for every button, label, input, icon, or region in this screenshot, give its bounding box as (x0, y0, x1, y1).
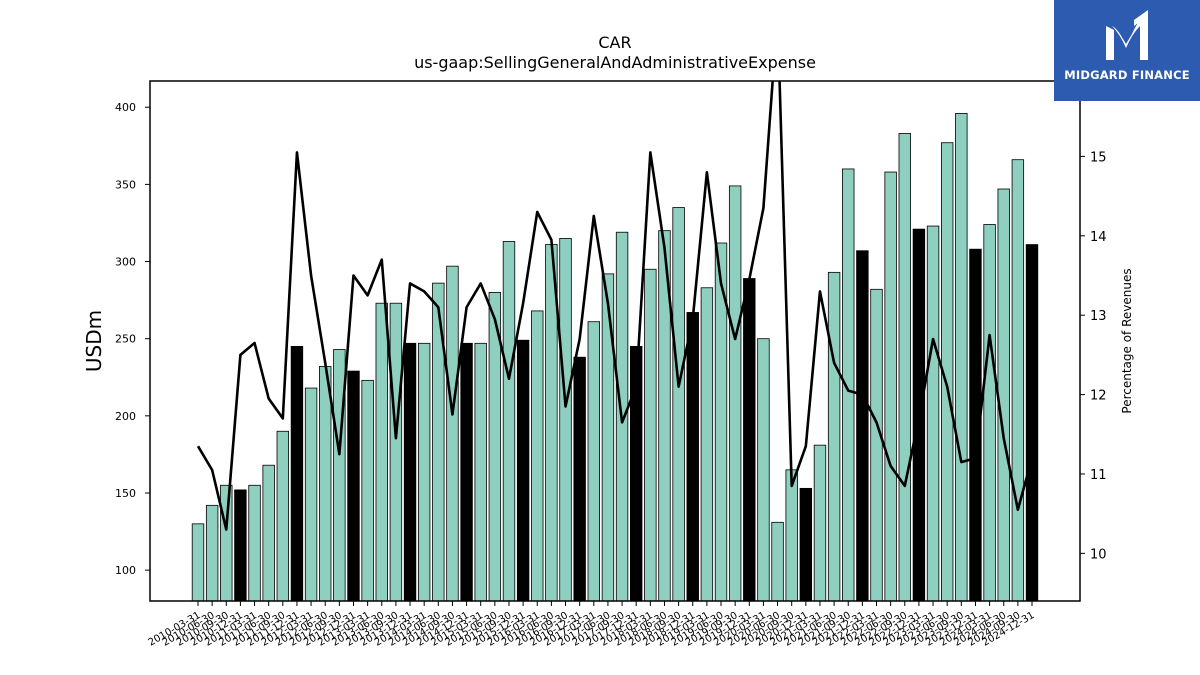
chart-subtitle: us-gaap:SellingGeneralAndAdministrativeE… (414, 53, 816, 72)
bar (460, 342, 473, 602)
bar (884, 171, 897, 602)
x-axis: 2010-03-312010-06-302010-09-302010-12-31… (147, 601, 1037, 649)
bar (743, 278, 756, 602)
bar (573, 356, 586, 602)
bar (587, 321, 600, 602)
bar (361, 379, 374, 602)
y-axis-label: USDm (82, 310, 106, 372)
y2-tick-label: 11 (1090, 468, 1107, 483)
y2-axis: 10 11 12 13 14 15 (1080, 150, 1107, 562)
y-axis: 100 150 200 250 300 350 400 (115, 101, 150, 577)
bar (728, 185, 742, 602)
bar (516, 339, 530, 602)
y2-tick-label: 13 (1090, 309, 1107, 324)
bar (559, 237, 572, 602)
bar (686, 312, 699, 602)
bar (234, 489, 247, 602)
bar (1011, 159, 1025, 602)
bar (375, 302, 388, 602)
bar (672, 207, 685, 602)
y-tick-label: 150 (115, 487, 136, 500)
bar (983, 224, 996, 602)
bar (1025, 244, 1039, 602)
brand-name: MIDGARD FINANCE (1064, 68, 1190, 82)
y2-tick-label: 14 (1090, 230, 1107, 245)
bar (191, 523, 205, 602)
y2-tick-label: 10 (1090, 547, 1107, 562)
bar (644, 268, 657, 602)
bar (531, 310, 544, 602)
bar (898, 133, 911, 602)
bar (502, 241, 516, 602)
bar (347, 370, 360, 602)
y-tick-label: 350 (115, 178, 136, 191)
line-path (196, 81, 1034, 531)
bar (955, 113, 968, 602)
bar (785, 469, 798, 602)
bar (276, 430, 290, 602)
bar (700, 287, 714, 602)
bar (926, 225, 940, 602)
y-tick-label: 400 (115, 101, 136, 114)
bar (403, 342, 417, 602)
bar (601, 273, 615, 602)
y-tick-label: 200 (115, 410, 136, 423)
y2-tick-label: 15 (1090, 150, 1107, 165)
y-tick-label: 100 (115, 564, 136, 577)
bar (771, 521, 784, 602)
midgard-m-icon (1106, 10, 1148, 60)
y-tick-label: 250 (115, 333, 136, 346)
brand-logo: MIDGARD FINANCE (1054, 0, 1200, 101)
bar (290, 345, 304, 602)
bar (446, 265, 459, 602)
bar (827, 271, 841, 602)
bar (262, 464, 275, 602)
bar (799, 487, 813, 602)
bar (757, 338, 770, 602)
bar (220, 484, 233, 602)
bar (997, 188, 1010, 602)
chart-title: CAR (598, 33, 631, 52)
bar (856, 250, 869, 602)
line-series (196, 81, 1034, 531)
bar (248, 484, 261, 602)
y-tick-label: 300 (115, 256, 136, 269)
bar (205, 504, 219, 602)
bar (870, 288, 883, 602)
bar-series (191, 113, 1039, 602)
bar (389, 302, 403, 602)
plot-frame (149, 80, 1081, 602)
y2-axis-label: Percentage of Revenues (1120, 268, 1134, 413)
bar (474, 342, 487, 602)
bar (319, 366, 332, 602)
bar (304, 387, 318, 602)
bar (813, 444, 827, 602)
y2-tick-label: 12 (1090, 389, 1107, 404)
bar (417, 342, 431, 602)
